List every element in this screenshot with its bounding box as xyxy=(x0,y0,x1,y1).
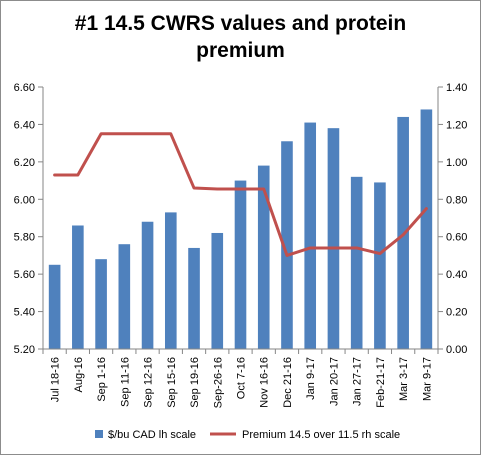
left-tick-label: 5.40 xyxy=(14,307,35,319)
left-axis-ticks: 5.20 5.40 5.60 5.80 6.00 6.20 6.40 6.60 xyxy=(14,82,43,356)
x-tick-label: Mar 3-17 xyxy=(398,357,410,401)
x-tick-label: Mar 9-17 xyxy=(421,357,433,401)
bar xyxy=(48,264,61,349)
x-tick-label: Dec 21-16 xyxy=(282,357,294,408)
chart-title-line-1: #1 14.5 CWRS values and protein xyxy=(74,12,407,35)
left-tick-label: 6.40 xyxy=(14,119,35,131)
x-tick-label: Jan 9-17 xyxy=(305,357,317,400)
bar xyxy=(281,141,293,349)
right-tick-label: 0.20 xyxy=(446,307,467,319)
bar xyxy=(95,259,107,349)
x-tick-label: Sep 1-16 xyxy=(96,357,108,402)
bar xyxy=(374,182,386,349)
bar xyxy=(350,176,363,349)
right-tick-label: 0.60 xyxy=(446,232,467,244)
chart-title: #1 14.5 CWRS values and protein premium xyxy=(0,10,481,64)
right-tick-label: 0.00 xyxy=(446,344,467,356)
right-tick-label: 0.40 xyxy=(446,269,467,281)
bar xyxy=(118,244,131,349)
right-axis-ticks: 0.00 0.20 0.40 0.60 0.80 1.00 1.20 1.40 xyxy=(438,82,467,356)
right-tick-label: 1.40 xyxy=(446,82,467,94)
bar xyxy=(234,180,247,349)
x-tick-label: Oct 7-16 xyxy=(236,357,248,399)
left-tick-label: 6.60 xyxy=(14,82,35,94)
premium-line xyxy=(53,132,428,257)
x-tick-label: Sep 15-16 xyxy=(166,357,178,408)
x-tick-label: Aug-16 xyxy=(73,357,85,392)
bar xyxy=(304,122,317,349)
right-tick-label: 0.80 xyxy=(446,194,467,206)
legend-bar-swatch xyxy=(95,430,103,438)
bar xyxy=(141,221,154,349)
left-tick-label: 5.80 xyxy=(14,232,35,244)
line-series xyxy=(53,132,428,257)
x-tick-label: Sep 12-16 xyxy=(143,357,155,408)
x-tick-label: Feb-21-17 xyxy=(375,357,387,408)
right-tick-label: 1.00 xyxy=(446,157,467,169)
bar xyxy=(257,165,270,349)
x-tick-label: Jul 18-16 xyxy=(50,357,62,402)
x-tick-label: Sep 11-16 xyxy=(119,357,131,407)
x-tick-label: Jan 27-17 xyxy=(352,357,364,406)
x-axis-ticks: Jul 18-16 Aug-16 Sep 1-16 Sep 11-16 Sep 12-1… xyxy=(50,357,434,408)
bar xyxy=(72,225,84,349)
x-tick-label: Sep 19-16 xyxy=(189,357,201,408)
left-tick-label: 5.20 xyxy=(14,344,35,356)
legend-line-label: Premium 14.5 over 11.5 rh scale xyxy=(242,429,400,441)
right-tick-label: 1.20 xyxy=(446,119,467,131)
axes xyxy=(42,87,439,354)
legend-bar-label: $/bu CAD lh scale xyxy=(108,429,196,441)
bar xyxy=(211,232,224,349)
legend: $/bu CAD lh scale Premium 14.5 over 11.5 … xyxy=(95,429,400,441)
bar xyxy=(164,212,177,349)
x-tick-label: Nov 16-16 xyxy=(259,357,271,408)
left-tick-label: 6.00 xyxy=(14,194,35,206)
x-tick-label: Sep-26-16 xyxy=(212,357,224,408)
bar xyxy=(420,109,433,350)
x-tick-label: Jan 20-17 xyxy=(328,357,340,406)
bar xyxy=(188,247,200,349)
bar xyxy=(327,128,340,349)
chart-title-line-2: premium xyxy=(196,39,285,62)
bar-series xyxy=(48,109,433,350)
left-tick-label: 6.20 xyxy=(14,157,35,169)
left-tick-label: 5.60 xyxy=(14,269,35,281)
